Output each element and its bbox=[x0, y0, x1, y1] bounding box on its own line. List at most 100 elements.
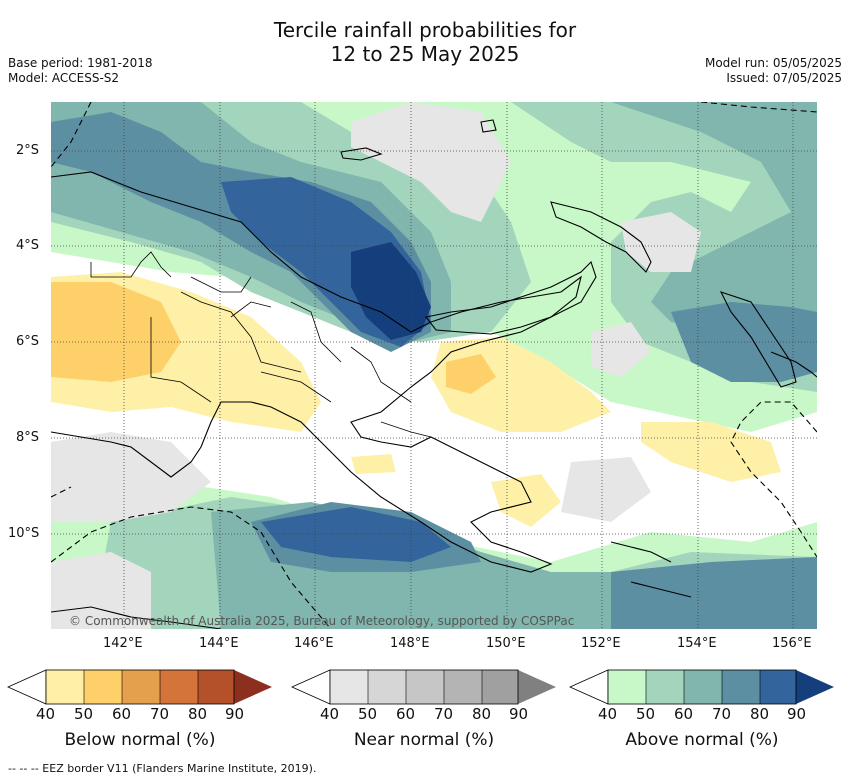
near-normal-label: Near normal (%) bbox=[353, 730, 495, 750]
near-normal-40-southeast bbox=[561, 457, 651, 522]
above-normal-tick-70: 70 bbox=[712, 705, 732, 723]
meta-right: Model run: 05/05/2025 Issued: 07/05/2025 bbox=[705, 56, 842, 86]
map-title: Tercile rainfall probabilities for 12 to… bbox=[0, 18, 850, 66]
above-normal-tick-50: 50 bbox=[636, 705, 656, 723]
near-normal-40-east bbox=[621, 212, 701, 272]
below-normal-label: Below normal (%) bbox=[64, 730, 216, 750]
lon-tick-146e: 146°E bbox=[294, 636, 334, 651]
near-normal-swatch-70 bbox=[444, 670, 482, 704]
near-normal-swatch-60 bbox=[406, 670, 444, 704]
lon-tick-152e: 152°E bbox=[581, 636, 621, 651]
lon-tick-150e: 150°E bbox=[486, 636, 526, 651]
above-normal-70-southeast bbox=[611, 557, 817, 629]
above-normal-tick-60: 60 bbox=[674, 705, 694, 723]
near-normal-swatch-50 bbox=[368, 670, 406, 704]
above-normal-tick-80: 80 bbox=[750, 705, 770, 723]
below-normal-40-small bbox=[351, 454, 396, 474]
eez-border bbox=[51, 102, 817, 629]
above-normal-swatch-60 bbox=[684, 670, 722, 704]
near-normal-tick-60: 60 bbox=[396, 705, 416, 723]
lon-tick-148e: 148°E bbox=[390, 636, 430, 651]
above-normal-swatch-40 bbox=[608, 670, 646, 704]
below-normal-tick-70: 70 bbox=[150, 705, 170, 723]
colorbar-near-normal bbox=[291, 669, 556, 705]
model-run: Model run: 05/05/2025 bbox=[704, 56, 842, 70]
below-normal-tick-40: 40 bbox=[36, 705, 56, 723]
below-normal-swatch-70 bbox=[160, 670, 198, 704]
near-normal-40-north bbox=[351, 102, 511, 222]
lat-tick-8s: 8°S bbox=[16, 430, 40, 445]
lon-tick-142e: 142°E bbox=[103, 636, 143, 651]
below-normal-40-east bbox=[641, 422, 781, 482]
below-normal-swatch-80 bbox=[198, 670, 234, 704]
solomon-islands bbox=[770, 351, 817, 378]
colorbar-below-normal bbox=[7, 669, 272, 705]
base-period: Base period: 1981-2018 bbox=[8, 56, 153, 70]
new-ireland-coast bbox=[550, 201, 652, 273]
near-normal-tick-90: 90 bbox=[509, 705, 529, 723]
lon-tick-154e: 154°E bbox=[677, 636, 717, 651]
below-normal-50-west bbox=[51, 282, 181, 382]
title-line-2: 12 to 25 May 2025 bbox=[330, 42, 520, 66]
below-normal-50-central bbox=[446, 354, 496, 394]
title-line-1: Tercile rainfall probabilities for bbox=[273, 18, 577, 42]
lat-tick-2s: 2°S bbox=[16, 143, 40, 158]
below-normal-extend-high bbox=[234, 670, 272, 704]
near-normal-40-southwest bbox=[51, 552, 151, 629]
above-normal-60-east bbox=[611, 102, 817, 362]
louisiade-islands bbox=[630, 581, 692, 598]
above-normal-swatch-70 bbox=[722, 670, 760, 704]
southeast-islands bbox=[610, 541, 672, 563]
near-normal-tick-50: 50 bbox=[358, 705, 378, 723]
below-normal-swatch-50 bbox=[84, 670, 122, 704]
lat-tick-6s: 6°S bbox=[16, 334, 40, 349]
above-normal-tick-40: 40 bbox=[598, 705, 618, 723]
near-normal-extend-high bbox=[518, 670, 556, 704]
near-normal-tick-70: 70 bbox=[434, 705, 454, 723]
manus-coast bbox=[340, 147, 383, 161]
province-boundaries bbox=[90, 251, 432, 438]
below-normal-tick-80: 80 bbox=[188, 705, 208, 723]
near-normal-tick-40: 40 bbox=[320, 705, 340, 723]
probability-map: © Commonwealth of Australia 2025, Bureau… bbox=[51, 102, 817, 629]
below-normal-tick-50: 50 bbox=[74, 705, 94, 723]
australia-coast bbox=[51, 606, 222, 629]
bougainville-coast bbox=[719, 291, 797, 388]
new-britain-coast bbox=[425, 260, 597, 335]
new-guinea-coast bbox=[51, 171, 582, 573]
near-normal-40-west bbox=[51, 432, 211, 522]
near-normal-tick-80: 80 bbox=[472, 705, 492, 723]
below-normal-swatch-40 bbox=[46, 670, 84, 704]
colorbars bbox=[7, 669, 834, 705]
above-normal-80-south bbox=[261, 507, 451, 562]
above-normal-swatch-80 bbox=[760, 670, 796, 704]
above-normal-swatch-50 bbox=[646, 670, 684, 704]
above-normal-extend-high bbox=[796, 670, 834, 704]
eez-footer-note: -- -- -- EEZ border V11 (Flanders Marine… bbox=[8, 762, 317, 775]
below-normal-extend-low bbox=[7, 669, 47, 705]
graticule bbox=[51, 102, 817, 629]
near-normal-swatch-40 bbox=[330, 670, 368, 704]
near-normal-swatch-80 bbox=[482, 670, 518, 704]
below-normal-swatch-60 bbox=[122, 670, 160, 704]
admiralty-island bbox=[480, 119, 497, 133]
map-panel: © Commonwealth of Australia 2025, Bureau… bbox=[51, 102, 817, 629]
issued-date: Issued: 07/05/2025 bbox=[726, 71, 842, 85]
lat-tick-10s: 10°S bbox=[8, 526, 40, 541]
above-normal-tick-90: 90 bbox=[787, 705, 807, 723]
near-normal-40-mideast bbox=[591, 322, 651, 377]
lon-tick-156e: 156°E bbox=[772, 636, 812, 651]
lon-tick-144e: 144°E bbox=[199, 636, 239, 651]
above-normal-label: Above normal (%) bbox=[625, 730, 779, 750]
meta-left: Base period: 1981-2018 Model: ACCESS-S2 bbox=[8, 56, 153, 86]
near-normal-extend-low bbox=[291, 669, 331, 705]
copyright-text: © Commonwealth of Australia 2025, Bureau… bbox=[69, 614, 574, 628]
below-normal-tick-90: 90 bbox=[225, 705, 245, 723]
below-normal-40-south bbox=[491, 474, 561, 527]
colorbar-above-normal bbox=[569, 669, 834, 705]
lat-tick-4s: 4°S bbox=[16, 238, 40, 253]
below-normal-tick-60: 60 bbox=[112, 705, 132, 723]
coastlines bbox=[51, 119, 817, 629]
above-normal-extend-low bbox=[569, 669, 609, 705]
model-name: Model: ACCESS-S2 bbox=[8, 71, 120, 85]
